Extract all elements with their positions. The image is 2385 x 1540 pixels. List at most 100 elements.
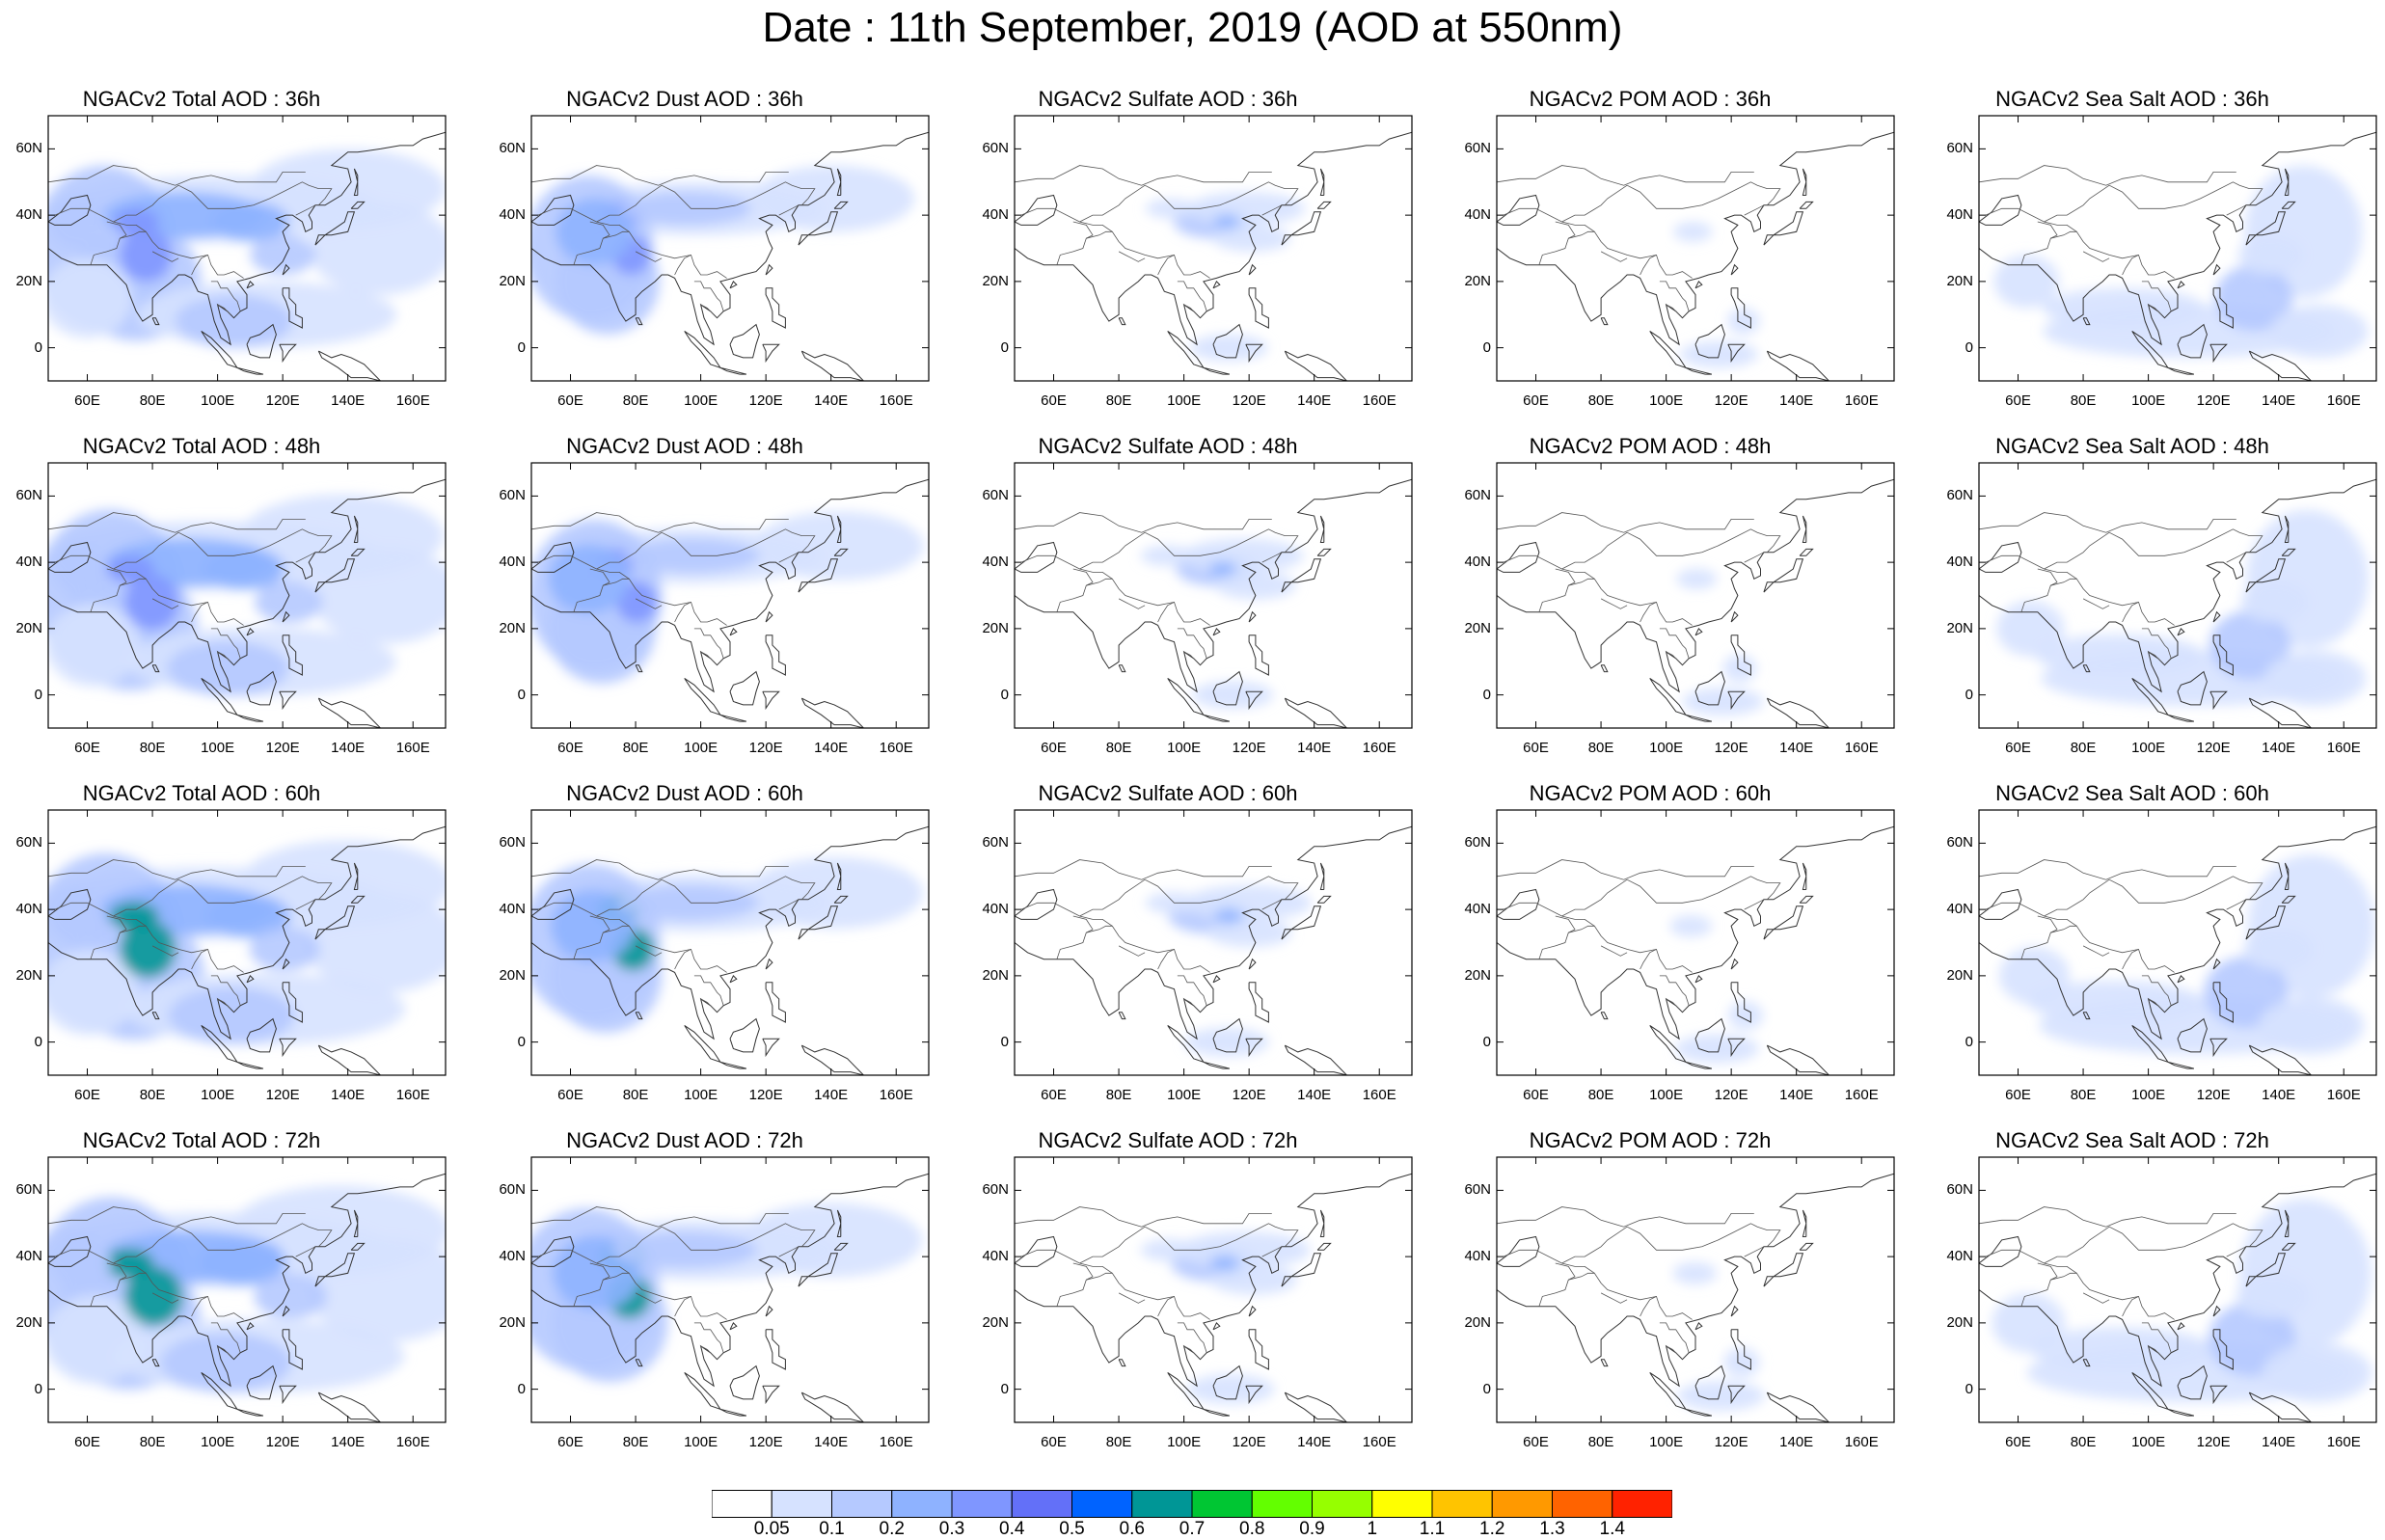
- coastline: [246, 1322, 255, 1331]
- coastline: [1284, 1044, 1348, 1075]
- country-border: [1538, 221, 1576, 265]
- aod-field: [1669, 915, 1764, 1064]
- aod-region: [2042, 287, 2206, 328]
- lat-tick-label: 20N: [15, 966, 42, 984]
- lon-tick-label: 120E: [265, 1087, 300, 1103]
- country-border: [151, 598, 179, 609]
- country-border: [1015, 165, 1272, 186]
- colorbar-box: [1491, 1490, 1553, 1518]
- aod-region: [1998, 947, 2070, 1005]
- country-border: [1979, 512, 2236, 533]
- aod-region: [168, 986, 296, 1044]
- country-border: [537, 902, 727, 973]
- lon-tick-label: 80E: [622, 392, 649, 409]
- aod-region: [2209, 610, 2291, 680]
- lat-tick-label: 20N: [499, 619, 526, 636]
- lon-tick-label: 100E: [684, 1434, 718, 1450]
- coastline: [48, 1173, 446, 1388]
- colorbar-tick-label: 1.1: [1419, 1519, 1446, 1539]
- lon-tick-label: 160E: [1844, 392, 1879, 409]
- panel-title: NGACv2 Dust AOD : 36h: [566, 87, 803, 111]
- coastline: [762, 343, 780, 364]
- coastline: [1497, 478, 1894, 693]
- aod-region: [1207, 918, 1292, 948]
- coastline: [1497, 888, 1540, 920]
- coastline: [2212, 1305, 2221, 1317]
- aod-field: [1992, 1199, 2372, 1403]
- country-border: [191, 602, 208, 623]
- coastline: [317, 697, 382, 728]
- lon-tick-label: 140E: [1297, 740, 1332, 756]
- colorbar-tick-label: 0.1: [819, 1519, 845, 1539]
- coastline: [1799, 1242, 1814, 1251]
- coastline: [2177, 1364, 2208, 1400]
- lat-tick-label: 60N: [15, 140, 42, 157]
- panel-title: NGACv2 POM AOD : 60h: [1529, 781, 1772, 805]
- coastline: [1694, 1364, 1725, 1400]
- coastline: [833, 201, 849, 209]
- aod-field: [1672, 1261, 1765, 1411]
- country-border: [635, 251, 663, 262]
- country-border: [531, 1206, 789, 1228]
- coastline: [765, 982, 786, 1023]
- country-border: [2226, 899, 2247, 910]
- country-border: [2226, 552, 2247, 563]
- coastline: [1979, 825, 2376, 1040]
- coastline: [2177, 1017, 2208, 1053]
- colorbar-box: [891, 1490, 953, 1518]
- coastline: [1319, 168, 1325, 196]
- map-plot: [1496, 809, 1895, 1076]
- lat-tick-label: 40N: [982, 901, 1009, 918]
- aod-field: [1145, 192, 1306, 362]
- aod-region: [1145, 198, 1198, 219]
- coastline: [1248, 263, 1257, 276]
- country-border: [1056, 568, 1094, 612]
- country-border: [1079, 528, 1299, 570]
- coastline: [246, 1017, 277, 1053]
- lat-tick-label: 0: [1482, 1380, 1491, 1397]
- aod-region: [312, 547, 446, 644]
- map-plot: [1978, 115, 2377, 382]
- coastline: [2248, 697, 2313, 728]
- lon-tick-label: 80E: [2070, 1434, 2097, 1450]
- country-border: [531, 512, 789, 533]
- coastline: [2212, 610, 2221, 623]
- country-border: [1568, 578, 1595, 586]
- coastline: [2131, 677, 2170, 716]
- aod-region: [1140, 1238, 1200, 1261]
- aod-region: [250, 234, 315, 275]
- lat-tick-label: 0: [517, 686, 526, 703]
- map-panel: NGACv2 Sulfate AOD : 36h 60N 40N 20N 0 60E 80E…: [966, 87, 1413, 419]
- colorbar-tick-label: 0.8: [1239, 1519, 1265, 1539]
- lon-tick-label: 80E: [1105, 392, 1132, 409]
- lon-tick-label: 140E: [1779, 1087, 1814, 1103]
- country-border: [537, 1249, 727, 1320]
- coastline: [1694, 975, 1703, 984]
- panel-title: NGACv2 Sulfate AOD : 60h: [1038, 781, 1298, 805]
- aod-region: [205, 894, 291, 938]
- lat-tick-label: 40N: [1464, 206, 1491, 224]
- coastline: [2248, 1044, 2313, 1075]
- coastline: [279, 343, 297, 364]
- aod-field: [531, 856, 923, 1034]
- aod-region: [1674, 1034, 1760, 1064]
- lon-tick-label: 120E: [1714, 392, 1748, 409]
- country-border: [1118, 945, 1146, 957]
- aod-region: [611, 1231, 758, 1269]
- coastline: [246, 1364, 277, 1400]
- country-border: [2122, 949, 2139, 970]
- coastline: [1203, 1408, 1231, 1417]
- coastline: [1015, 541, 1058, 573]
- coastline: [1497, 541, 1540, 573]
- lon-tick-label: 80E: [2070, 740, 2097, 756]
- coastline: [353, 862, 359, 890]
- lon-tick-label: 60E: [1523, 392, 1549, 409]
- lat-tick-label: 0: [34, 338, 42, 356]
- coastline: [719, 714, 747, 722]
- coastline: [2284, 168, 2290, 196]
- colorbar-box: [1191, 1490, 1253, 1518]
- lon-tick-label: 140E: [2262, 740, 2296, 756]
- lon-tick-label: 160E: [1362, 740, 1396, 756]
- country-border: [674, 255, 691, 276]
- coastline: [1727, 1385, 1746, 1405]
